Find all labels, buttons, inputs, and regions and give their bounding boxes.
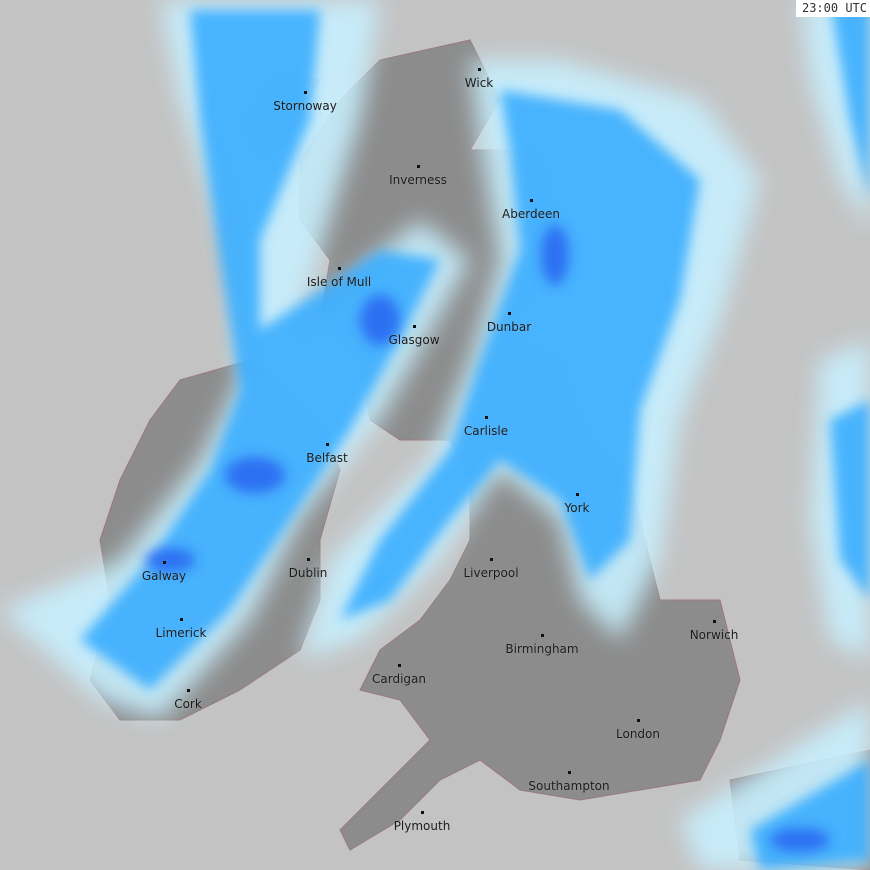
city-label: Plymouth: [393, 819, 451, 833]
city-label: Dunbar: [486, 320, 532, 334]
city-dot: [398, 664, 401, 667]
city-dot: [478, 68, 481, 71]
city-dot: [713, 620, 716, 623]
city-label: Limerick: [155, 626, 207, 640]
city-dot: [304, 91, 307, 94]
city-label: Belfast: [306, 451, 348, 465]
city-label: Carlisle: [463, 424, 509, 438]
city-dot: [307, 558, 310, 561]
city-label: Birmingham: [505, 642, 579, 656]
city-dot: [338, 267, 341, 270]
city-dot: [568, 771, 571, 774]
city-label: Norwich: [689, 628, 739, 642]
city-dot: [326, 443, 329, 446]
city-dot: [637, 719, 640, 722]
city-dot: [417, 165, 420, 168]
city-dot: [508, 312, 511, 315]
city-label: Inverness: [389, 173, 447, 187]
city-label: Southampton: [528, 779, 610, 793]
city-dot: [576, 493, 579, 496]
city-dot: [530, 199, 533, 202]
timestamp: 23:00 UTC: [795, 0, 870, 17]
city-label: York: [564, 501, 590, 515]
city-label: Galway: [141, 569, 187, 583]
city-dot: [541, 634, 544, 637]
city-label: Isle of Mull: [306, 275, 372, 289]
city-label: Liverpool: [463, 566, 519, 580]
city-dot: [490, 558, 493, 561]
city-dot: [180, 618, 183, 621]
city-dot: [421, 811, 424, 814]
city-label: Cardigan: [372, 672, 426, 686]
city-dot: [485, 416, 488, 419]
city-label: Cork: [174, 697, 202, 711]
city-label: Glasgow: [388, 333, 440, 347]
city-label: Dublin: [288, 566, 328, 580]
city-label: Aberdeen: [502, 207, 560, 221]
city-dot: [413, 325, 416, 328]
city-dot: [163, 561, 166, 564]
city-label: Wick: [464, 76, 494, 90]
city-label: Stornoway: [273, 99, 337, 113]
city-dot: [187, 689, 190, 692]
city-label: London: [616, 727, 660, 741]
